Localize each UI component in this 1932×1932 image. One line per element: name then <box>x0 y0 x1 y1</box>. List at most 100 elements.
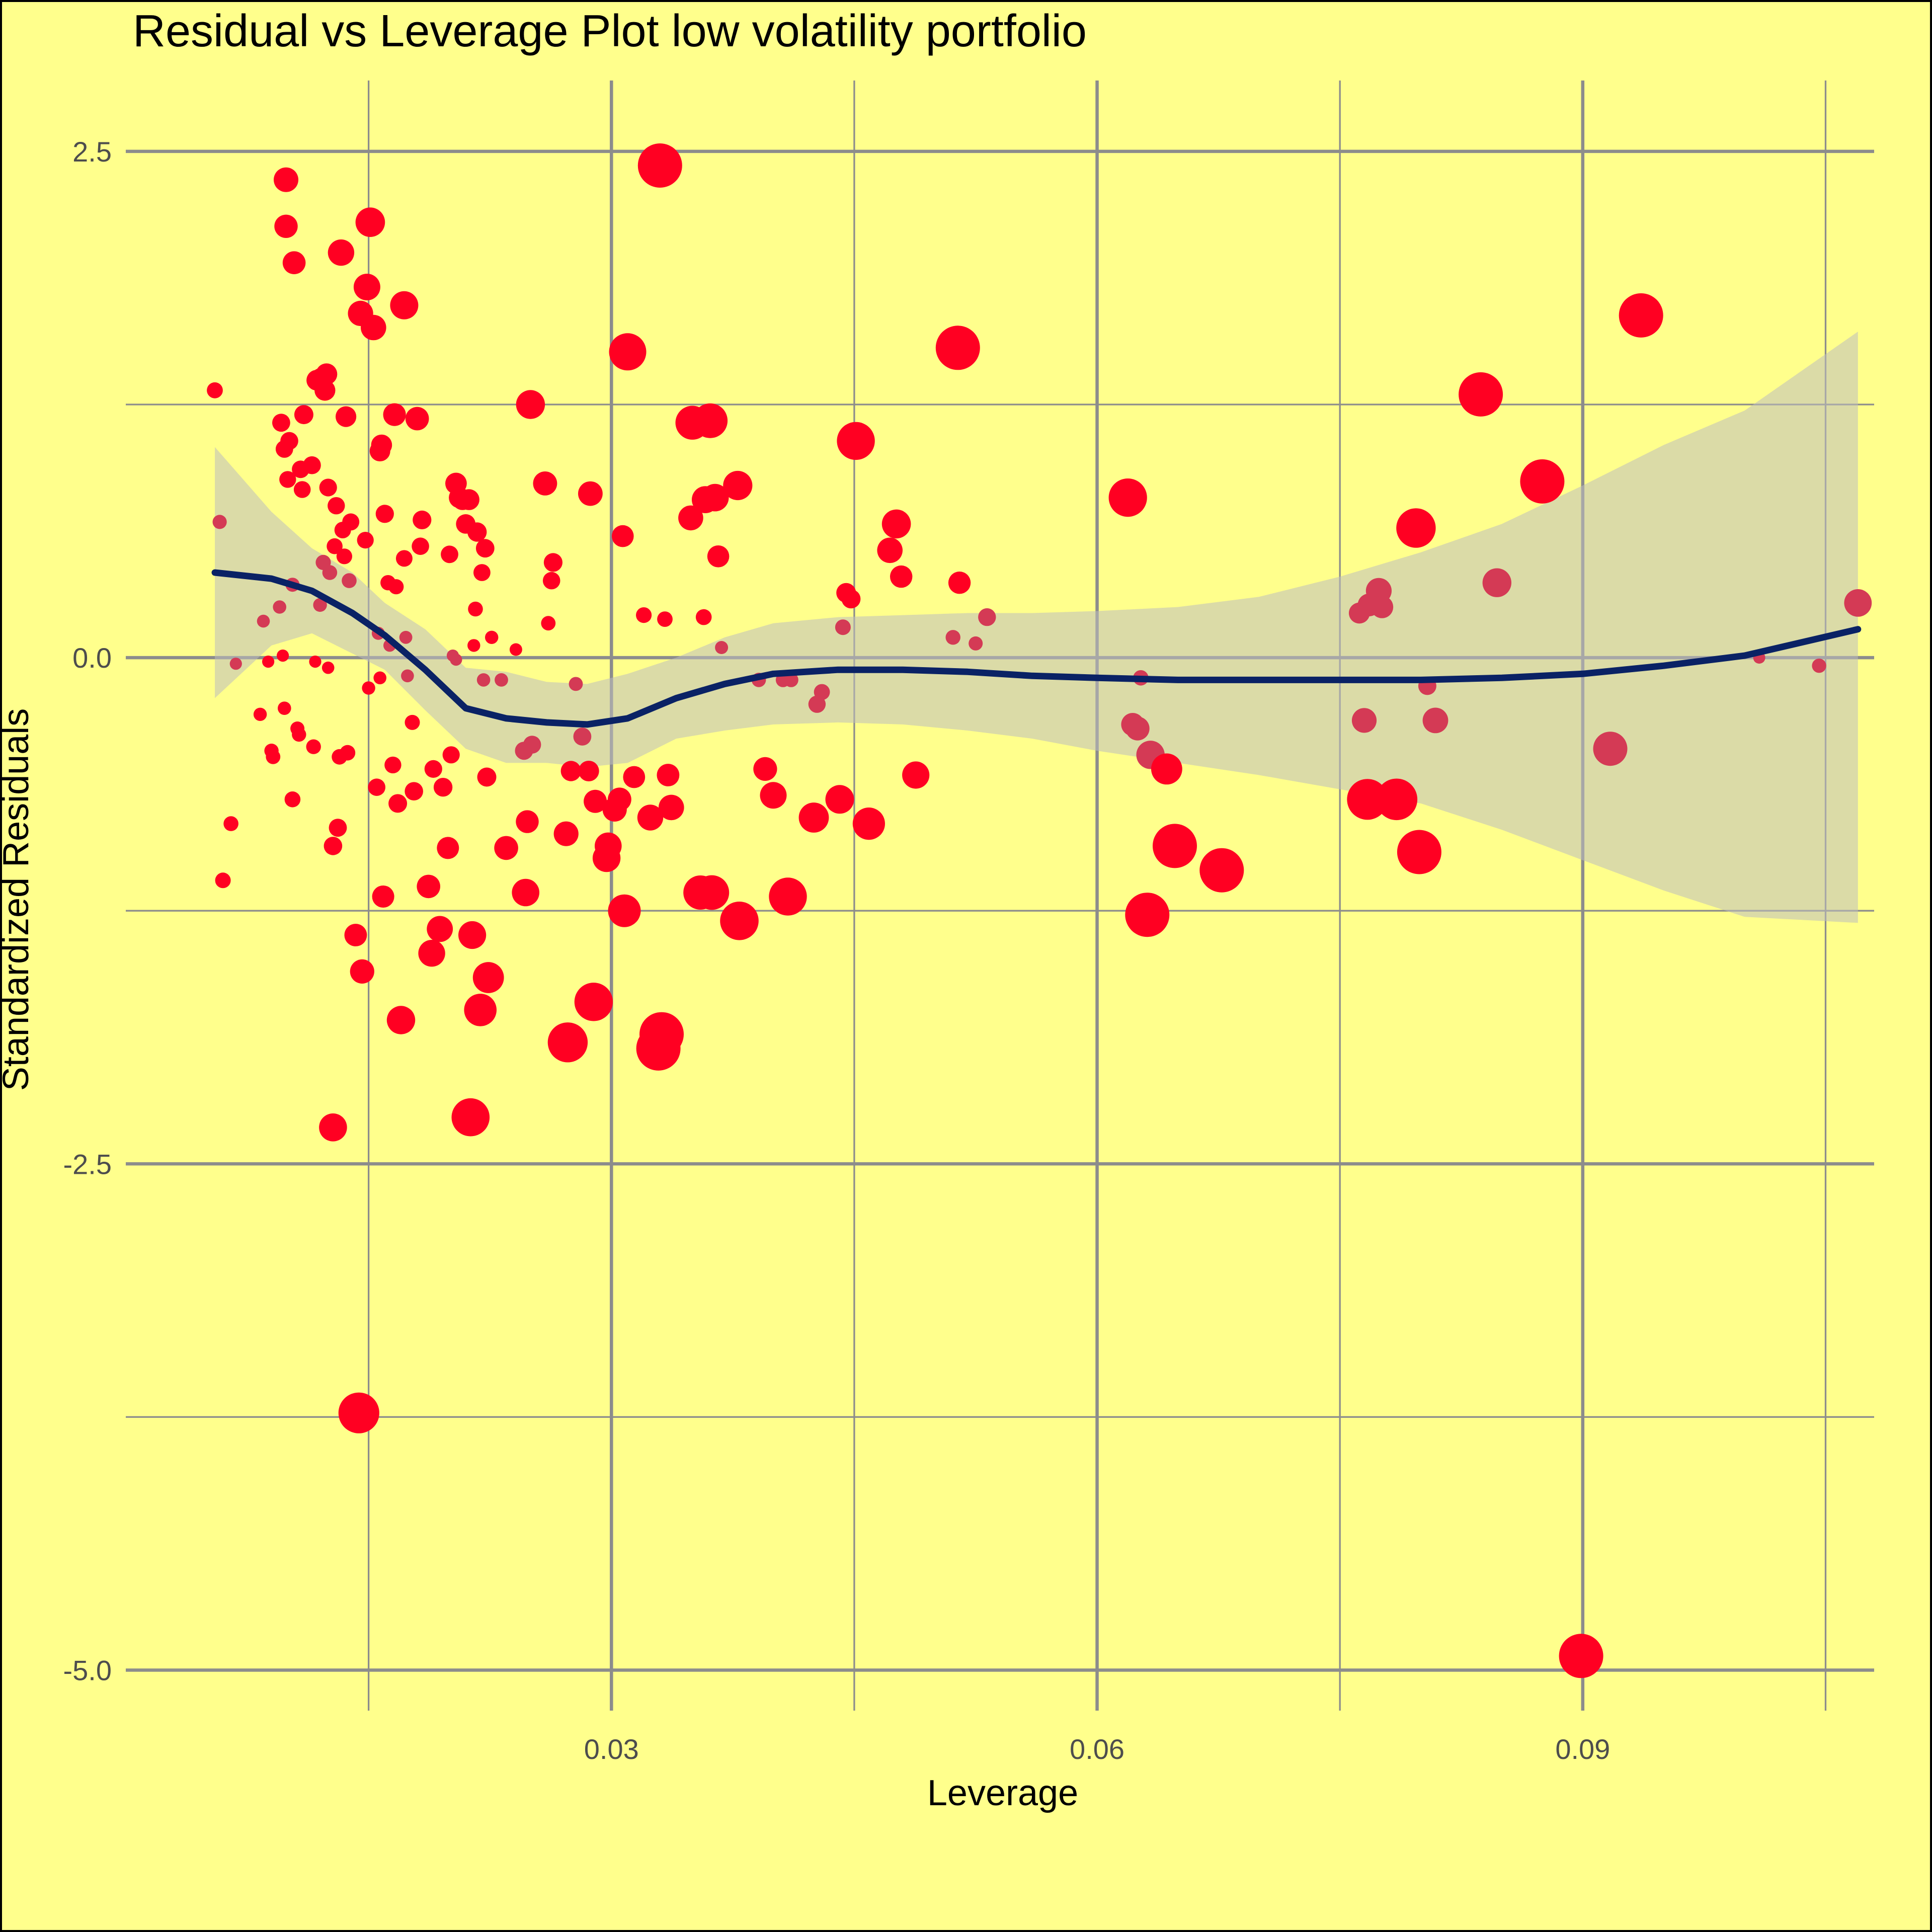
data-point <box>547 1022 588 1063</box>
data-point <box>274 167 298 192</box>
data-point <box>509 643 522 656</box>
data-point <box>395 550 413 567</box>
data-point <box>472 962 504 993</box>
data-point <box>375 505 394 523</box>
data-point <box>533 471 557 496</box>
data-point <box>608 894 641 927</box>
data-point <box>328 239 355 266</box>
data-point <box>282 251 306 274</box>
y-tick-label: -5.0 <box>63 1655 112 1686</box>
data-point <box>324 837 343 855</box>
data-point <box>229 658 242 670</box>
data-point <box>852 808 885 840</box>
smooth-line-group <box>211 569 1862 728</box>
data-point <box>383 403 406 426</box>
data-point <box>578 761 599 781</box>
data-point <box>573 728 592 746</box>
data-point <box>1844 589 1872 617</box>
data-point <box>278 701 291 715</box>
data-point <box>477 767 497 787</box>
data-point <box>784 673 798 687</box>
data-point <box>328 497 345 515</box>
data-point <box>657 764 680 786</box>
data-point <box>1125 893 1170 937</box>
data-point <box>336 548 353 565</box>
data-point <box>372 886 394 908</box>
data-point <box>405 714 420 730</box>
data-point <box>223 816 238 831</box>
data-point <box>207 382 223 398</box>
data-point <box>442 746 460 764</box>
data-point <box>464 994 497 1026</box>
x-axis-title: Leverage <box>927 1773 1078 1813</box>
data-point <box>373 671 386 685</box>
data-point <box>678 505 703 531</box>
data-point <box>319 478 337 497</box>
data-point <box>405 407 429 431</box>
data-point <box>595 832 622 860</box>
data-point <box>355 207 385 237</box>
data-point <box>494 836 518 860</box>
data-point <box>657 611 673 627</box>
data-point <box>350 959 374 984</box>
data-point <box>467 522 487 542</box>
data-point <box>327 538 343 554</box>
data-point <box>723 470 753 501</box>
y-tick-label: 0.0 <box>72 642 112 674</box>
data-point <box>1459 372 1503 417</box>
data-point <box>293 481 311 498</box>
data-point <box>262 656 275 668</box>
data-point <box>386 1006 416 1034</box>
data-point <box>1371 596 1394 618</box>
data-point <box>1396 508 1436 548</box>
data-point <box>322 565 338 580</box>
data-point <box>401 669 414 683</box>
data-point <box>1151 753 1182 785</box>
data-point <box>948 572 971 594</box>
data-point <box>701 484 729 512</box>
data-point <box>384 756 401 774</box>
data-point <box>257 614 270 628</box>
data-point <box>215 872 231 889</box>
data-point <box>1593 732 1628 766</box>
data-point <box>412 537 429 555</box>
data-point <box>279 471 296 488</box>
chart-title: Residual vs Leverage Plot low volatility… <box>133 6 1087 56</box>
data-point <box>362 681 375 695</box>
data-point <box>319 1113 347 1142</box>
data-point <box>476 673 491 687</box>
data-point <box>274 214 298 238</box>
data-point <box>336 406 357 427</box>
data-point <box>284 791 301 808</box>
data-point <box>475 539 495 558</box>
data-point <box>388 579 404 595</box>
data-point <box>574 983 613 1021</box>
data-point <box>512 878 539 907</box>
data-point <box>543 553 562 572</box>
tick-labels: 0.03 0.06 0.09 2.5 0.0 -2.5 -5.0 <box>63 136 1611 1765</box>
data-point <box>945 630 960 645</box>
data-point <box>694 875 730 910</box>
data-point <box>608 787 631 812</box>
data-point <box>636 607 652 623</box>
data-point <box>361 314 386 341</box>
data-point <box>720 902 759 940</box>
data-point <box>1422 707 1448 734</box>
data-point <box>303 456 321 474</box>
data-point <box>639 1012 684 1057</box>
data-point <box>969 636 983 651</box>
data-point <box>427 916 453 942</box>
data-point <box>1397 830 1441 874</box>
data-point <box>306 739 321 754</box>
data-point <box>541 616 556 631</box>
data-point <box>342 573 357 588</box>
data-point <box>902 761 930 789</box>
data-point <box>368 778 385 796</box>
data-point <box>405 782 423 800</box>
confidence-band <box>215 332 1858 923</box>
data-point <box>935 326 980 370</box>
data-point <box>390 291 419 319</box>
data-point <box>253 707 267 721</box>
data-point <box>560 761 582 781</box>
